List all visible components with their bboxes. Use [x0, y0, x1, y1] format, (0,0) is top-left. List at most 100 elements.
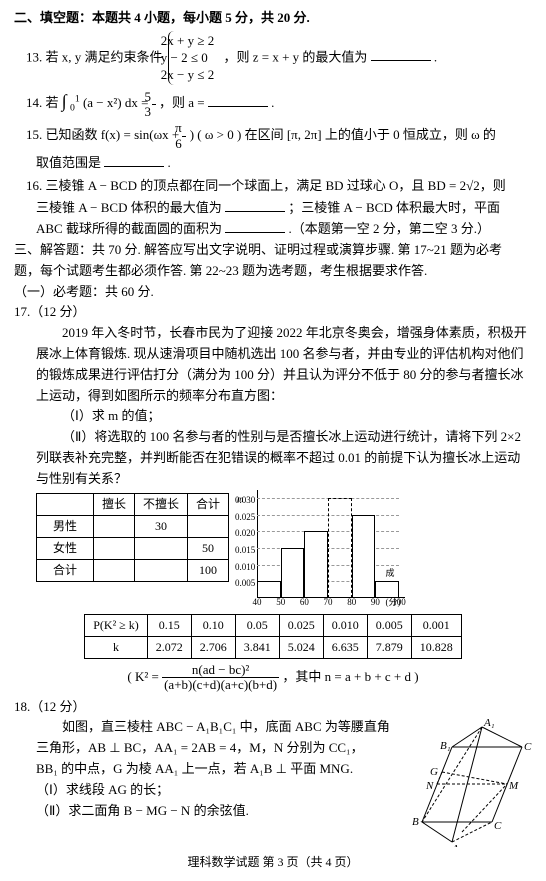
q18-p5: （Ⅱ）求二面角 B − MG − N 的余弦值. [36, 801, 404, 822]
formula-rhs: ，其中 n = a + b + c + d ) [282, 669, 418, 684]
chart-ytick: 0.020 [235, 526, 255, 540]
q15-pn: π [182, 121, 186, 136]
t2-v7: 7.879 [367, 636, 411, 658]
t1-r1c2 [94, 515, 135, 537]
t2-h7: 0.005 [367, 614, 411, 636]
q18-p1: 如图，直三棱柱 ABC − A₁B₁C₁ 中，底面 ABC 为等腰直角 [36, 717, 404, 738]
q16-l2a: 三棱锥 A − BCD 体积的最大值为 [36, 200, 222, 215]
lbl-A1: A₁ [483, 717, 495, 729]
q16-l2: 三棱锥 A − BCD 体积的最大值为 ；三棱锥 A − BCD 体积最大时，平… [36, 198, 532, 219]
q17-p1: 2019 年入冬时节，长春市民为了迎接 2022 年北京冬奥会，增强身体素质，积… [36, 323, 532, 406]
t1-r3: 合计 [37, 560, 94, 582]
lbl-A: A [451, 843, 459, 847]
formula-den: (a+b)(c+d)(a+c)(b+d) [162, 678, 279, 692]
q17-histogram: 0.0050.0100.0150.0200.0250.0304050607080… [235, 490, 405, 610]
t1-r1c3: 30 [135, 515, 188, 537]
q13-lead: 13. 若 x, y 满足约束条件 [26, 49, 163, 64]
t1-h2: 擅长 [94, 493, 135, 515]
q14-period: . [271, 95, 274, 110]
t2-h2: 0.15 [147, 614, 191, 636]
t2-v8: 10.828 [411, 636, 461, 658]
section3-l1: 三、解答题：共 70 分. 解答应写出文字说明、证明过程或演算步骤. 第 17~… [14, 240, 532, 261]
q13-c1: 2x + y ≥ 2 [173, 33, 214, 50]
q14-rd: 3 [152, 105, 156, 119]
formula-num: n(ad − bc)² [162, 663, 279, 678]
q15: 15. 已知函数 f(x) = sin(ωx + π 6 ) ( ω > 0 )… [26, 121, 532, 151]
chart-bar [281, 548, 305, 598]
t2-v4: 3.841 [235, 636, 279, 658]
t2-h5: 0.025 [279, 614, 323, 636]
t1-r3c2 [94, 560, 135, 582]
t1-r3c3 [135, 560, 188, 582]
q15-lead: 15. 已知函数 f(x) = sin(ωx + [26, 127, 182, 142]
q17-num: 17.（12 分） [14, 302, 532, 323]
t1-r3c4: 100 [188, 560, 229, 582]
q16-l3b: .（本题第一空 2 分，第二空 3 分.） [288, 221, 490, 236]
lbl-G: G [430, 766, 438, 778]
t2-h6: 0.010 [323, 614, 367, 636]
chart-ytick: 0.015 [235, 543, 255, 557]
q18-prism-diagram: A₁ B₁ C₁ A B C G N M [412, 717, 532, 847]
t2-h8: 0.001 [411, 614, 461, 636]
q15-mid: ) ( ω > 0 ) 在区间 [π, 2π] 上的值小于 0 恒成立，则 ω … [190, 127, 496, 142]
chart-bar [304, 531, 328, 597]
t2-v5: 5.024 [279, 636, 323, 658]
section3-l3: （一）必考题：共 60 分. [14, 282, 532, 303]
q17-table1: 擅长 不擅长 合计 男性 30 女性 50 合计 100 [36, 493, 229, 583]
t2-v2: 2.072 [147, 636, 191, 658]
lbl-B1: B₁ [440, 740, 451, 752]
q18-num: 18.（12 分） [14, 697, 532, 718]
q15-line2-row: 取值范围是 . [36, 153, 532, 174]
q17-p3: （Ⅱ）将选取的 100 名参与者的性别与是否擅长冰上运动进行统计，请将下列 2×… [36, 427, 532, 489]
t1-h4: 合计 [188, 493, 229, 515]
q14-blank [208, 93, 268, 107]
chart-bar [375, 581, 399, 598]
chart-bar [257, 581, 281, 598]
q14-body: (a − x²) dx = [83, 95, 149, 110]
formula-lhs: ( K² = [127, 669, 158, 684]
chart-ytick: 0.010 [235, 560, 255, 574]
t2-h4: 0.05 [235, 614, 279, 636]
lbl-M: M [508, 780, 519, 792]
q14-rn: 5 [152, 90, 156, 105]
q17-p2: （Ⅰ）求 m 的值； [36, 406, 532, 427]
q15-line2: 取值范围是 [36, 155, 101, 170]
chart-m-label: m [237, 492, 244, 506]
q15-blank [104, 153, 164, 167]
chart-bar [352, 515, 376, 598]
t2-v3: 2.706 [191, 636, 235, 658]
section3-l2: 题，每个试题考生都必须作答. 第 22~23 题为选考题，考生根据要求作答. [14, 261, 532, 282]
lbl-N: N [425, 780, 434, 792]
q16-l1: 16. 三棱锥 A − BCD 的顶点都在同一个球面上，满足 BD 过球心 O，… [26, 176, 532, 197]
q14-tail: ，则 a = [159, 95, 205, 110]
q14: 14. 若 ∫ 01 (a − x²) dx = 5 3 ，则 a = . [26, 87, 532, 119]
q13-c3: 2x − y ≤ 2 [173, 67, 214, 84]
q15-period: . [168, 155, 171, 170]
q13-brace: 2x + y ≥ 2 y − 2 ≤ 0 2x − y ≤ 2 [168, 31, 218, 86]
q16-l3a: ABC 截球所得的截面圆的面积为 [36, 221, 222, 236]
t1-r2c4: 50 [188, 538, 229, 560]
q17-formula: ( K² = n(ad − bc)² (a+b)(c+d)(a+c)(b+d) … [14, 663, 532, 693]
q16-blank2 [225, 219, 285, 233]
q17-table2: P(K² ≥ k) 0.15 0.10 0.05 0.025 0.010 0.0… [84, 614, 462, 659]
q18-p3: BB₁ 的中点，G 为棱 AA₁ 上一点，若 A₁B ⊥ 平面 MNG. [36, 759, 404, 780]
q14-int: ∫ [62, 91, 67, 111]
lbl-C1: C₁ [524, 741, 532, 753]
t1-h3: 不擅长 [135, 493, 188, 515]
t2-h3: 0.10 [191, 614, 235, 636]
q18-p2: 三角形，AB ⊥ BC，AA₁ = 2AB = 4，M，N 分别为 CC₁， [36, 738, 404, 759]
t1-r2c3 [135, 538, 188, 560]
q16-l3: ABC 截球所得的截面圆的面积为 .（本题第一空 2 分，第二空 3 分.） [36, 219, 532, 240]
t1-r1: 男性 [37, 515, 94, 537]
q13-c2: y − 2 ≤ 0 [173, 50, 214, 67]
q13-period: . [434, 49, 437, 64]
q13-blank [371, 47, 431, 61]
t1-r2: 女性 [37, 538, 94, 560]
t2-v6: 6.635 [323, 636, 367, 658]
q15-pd: 6 [182, 137, 186, 151]
q18-p4: （Ⅰ）求线段 AG 的长； [36, 780, 404, 801]
chart-ytick: 0.025 [235, 510, 255, 524]
q14-hi: 1 [75, 94, 80, 105]
q14-lead: 14. 若 [26, 95, 62, 110]
q13-tail: ，则 z = x + y 的最大值为 [223, 49, 367, 64]
